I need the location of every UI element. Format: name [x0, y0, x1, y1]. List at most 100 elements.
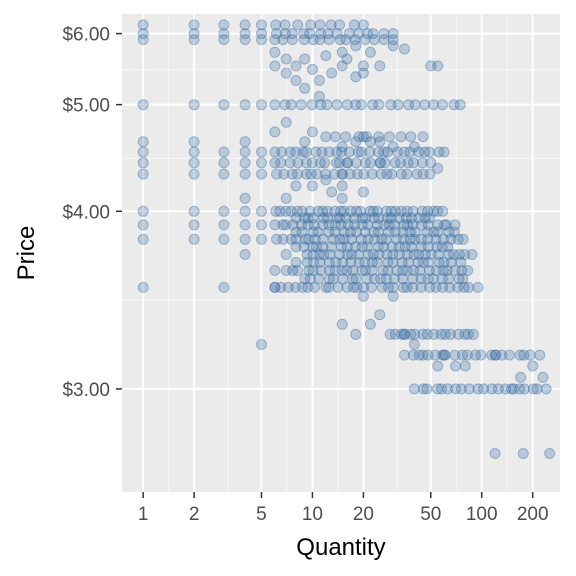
data-point — [430, 265, 442, 276]
data-point — [437, 265, 449, 276]
data-point — [358, 168, 370, 180]
data-point — [318, 212, 330, 224]
data-point — [387, 34, 399, 46]
data-point — [396, 328, 407, 340]
data-point — [486, 383, 498, 395]
data-point — [378, 28, 390, 40]
data-point — [422, 241, 434, 253]
data-point — [360, 157, 371, 169]
data-point — [269, 126, 281, 138]
data-point — [517, 448, 529, 459]
data-point — [472, 281, 484, 293]
data-point — [269, 281, 281, 293]
data-point — [337, 273, 349, 285]
data-point — [439, 328, 451, 340]
data-point — [430, 233, 442, 245]
data-point — [280, 53, 292, 65]
data-point — [544, 448, 556, 459]
data-point — [351, 205, 362, 217]
data-point — [306, 63, 318, 75]
data-point — [269, 157, 281, 169]
data-point — [256, 205, 267, 217]
data-point — [367, 28, 379, 40]
data-point — [137, 281, 149, 293]
data-point — [274, 205, 286, 217]
data-point — [395, 205, 407, 217]
data-point — [239, 19, 251, 31]
data-point — [351, 168, 363, 180]
data-point — [256, 19, 267, 31]
data-point — [416, 219, 428, 231]
data-point — [303, 265, 315, 276]
data-point — [409, 226, 421, 238]
data-point — [381, 249, 393, 260]
data-point — [368, 34, 380, 46]
data-point — [386, 241, 398, 253]
data-point — [398, 146, 410, 158]
data-point — [432, 162, 444, 174]
data-point — [307, 265, 319, 276]
data-point — [391, 265, 403, 276]
data-point — [345, 256, 357, 268]
data-point — [336, 265, 348, 276]
data-point — [337, 256, 349, 268]
data-point — [359, 212, 371, 224]
data-point — [373, 226, 385, 238]
data-point — [449, 265, 461, 276]
data-point — [450, 383, 462, 395]
data-point — [423, 256, 434, 268]
data-point — [321, 212, 333, 224]
data-point — [462, 349, 473, 361]
data-point — [304, 205, 316, 217]
data-point — [269, 146, 281, 158]
data-point — [323, 219, 335, 231]
data-point — [455, 256, 467, 268]
data-point — [372, 241, 384, 253]
data-point — [279, 28, 291, 40]
data-point — [188, 233, 200, 245]
data-point — [331, 99, 343, 111]
data-point — [335, 219, 347, 231]
data-point — [137, 136, 149, 148]
data-point — [308, 256, 320, 268]
data-point — [313, 90, 325, 102]
data-point — [302, 212, 314, 224]
data-point — [290, 75, 302, 86]
data-point — [290, 233, 302, 245]
data-point — [286, 28, 298, 40]
data-point — [361, 241, 373, 253]
data-point — [341, 157, 353, 169]
data-point — [361, 131, 372, 143]
data-point — [300, 146, 312, 158]
data-point — [320, 168, 332, 180]
data-point — [313, 75, 325, 86]
data-point — [422, 219, 434, 231]
data-point — [334, 157, 346, 169]
data-point — [356, 241, 368, 253]
data-point — [356, 219, 368, 231]
data-point — [389, 226, 401, 238]
data-point — [367, 205, 379, 217]
data-point — [256, 233, 267, 245]
data-point — [357, 19, 369, 31]
data-point — [320, 174, 332, 186]
data-point — [300, 168, 312, 180]
data-point — [331, 28, 343, 40]
data-point — [401, 281, 413, 293]
data-point — [369, 233, 381, 245]
data-point — [425, 60, 437, 72]
data-point — [362, 249, 374, 260]
data-point — [292, 265, 303, 276]
data-point — [367, 99, 379, 111]
data-point — [401, 249, 413, 260]
data-point — [292, 157, 304, 169]
data-point — [269, 99, 281, 111]
data-point — [301, 256, 313, 268]
data-point — [443, 226, 455, 238]
data-point — [417, 383, 429, 395]
data-point — [355, 146, 367, 158]
data-point — [188, 219, 200, 231]
data-point — [387, 249, 399, 260]
data-point — [387, 256, 399, 268]
data-point — [407, 205, 419, 217]
